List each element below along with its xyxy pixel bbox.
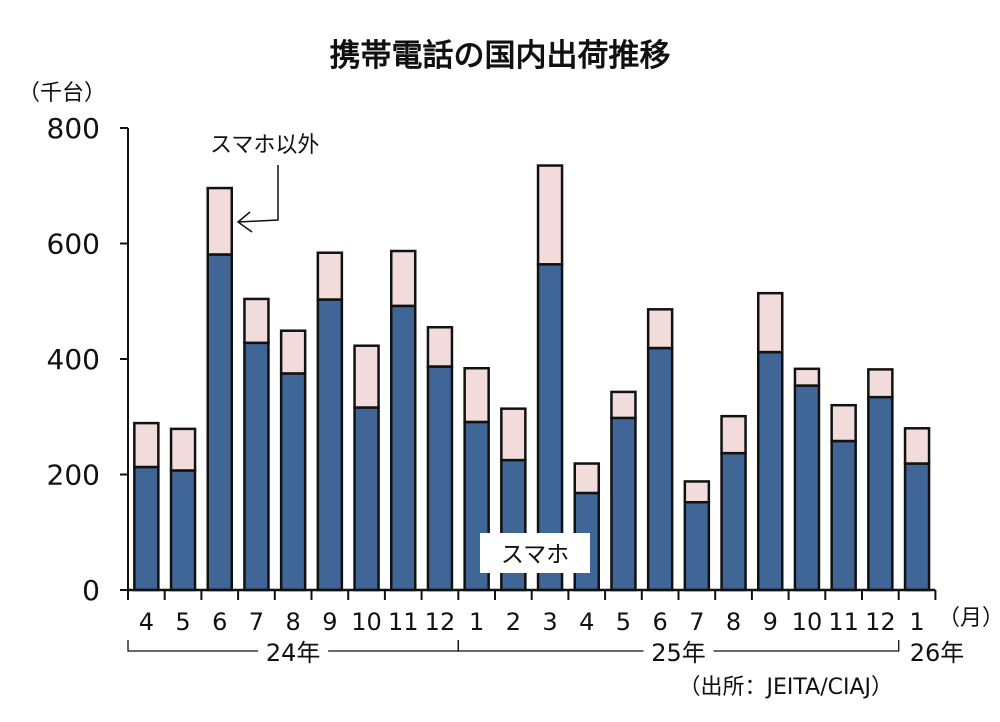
y-tick-label: 400 — [47, 343, 100, 376]
x-tick-label: 7 — [689, 608, 704, 636]
bar-smartphone — [169, 469, 197, 592]
bar-smartphone — [316, 298, 344, 592]
bar-non-smartphone — [133, 421, 160, 469]
bar-non-smartphone — [206, 186, 233, 256]
bar-non-smartphone — [316, 251, 344, 301]
bar-smartphone — [830, 439, 857, 592]
year-label: 26年 — [910, 639, 965, 667]
bar-smartphone — [646, 346, 674, 592]
bar-non-smartphone — [243, 297, 270, 345]
bar-non-smartphone — [683, 480, 711, 504]
x-tick-label: 11 — [828, 608, 859, 636]
bar-non-smartphone — [757, 291, 784, 354]
non-smartphone-label: スマホ以外 — [210, 133, 319, 158]
x-tick-label: 8 — [286, 608, 301, 636]
bar-smartphone — [133, 465, 160, 592]
source-note: （出所：JEITA/CIAJ） — [679, 675, 893, 700]
bar-smartphone — [757, 350, 784, 592]
bar-non-smartphone — [426, 325, 454, 368]
bar-smartphone — [353, 406, 380, 592]
bar-non-smartphone — [793, 367, 821, 387]
x-tick-label: 8 — [726, 608, 741, 636]
non-smartphone-callout: スマホ以外 — [210, 133, 319, 233]
x-tick-label: 5 — [175, 608, 190, 636]
x-tick-label: 12 — [425, 608, 456, 636]
bar-smartphone — [206, 253, 233, 592]
bar-smartphone — [426, 365, 454, 592]
x-tick-label: 10 — [792, 608, 823, 636]
bar-smartphone — [903, 462, 931, 592]
bar-non-smartphone — [720, 414, 747, 455]
y-tick-label: 600 — [47, 228, 100, 261]
x-tick-label: 12 — [865, 608, 896, 636]
bar-non-smartphone — [353, 344, 380, 409]
x-tick-label: 4 — [579, 608, 594, 636]
bar-smartphone — [793, 384, 821, 592]
x-tick-label: 11 — [388, 608, 419, 636]
bar-smartphone — [390, 304, 417, 592]
callout-arrow — [236, 165, 279, 233]
year-label: 25年 — [651, 639, 706, 667]
x-tick-label: 6 — [212, 608, 227, 636]
x-tick-label: 1 — [909, 608, 924, 636]
bar-smartphone — [610, 416, 637, 592]
bar-non-smartphone — [536, 164, 564, 266]
x-tick-label: 4 — [139, 608, 154, 636]
x-tick-label: 1 — [469, 608, 484, 636]
bar-non-smartphone — [830, 403, 857, 443]
chart-title: 携帯電話の国内出荷推移 — [330, 38, 671, 74]
x-axis-unit-label: （月） — [938, 606, 1000, 631]
smartphone-label: スマホ — [501, 542, 569, 568]
bar-non-smartphone — [279, 329, 307, 375]
bar-non-smartphone — [500, 407, 527, 462]
x-tick-label: 2 — [506, 608, 521, 636]
bar-non-smartphone — [169, 427, 197, 472]
x-tick-label: 3 — [542, 608, 557, 636]
bar-non-smartphone — [610, 390, 637, 420]
y-tick-label: 200 — [47, 459, 100, 492]
year-bracket — [457, 640, 900, 652]
x-tick-label: 9 — [322, 608, 337, 636]
bar-smartphone — [683, 500, 711, 592]
y-axis-unit-label: （千台） — [18, 81, 106, 106]
bar-smartphone — [243, 341, 270, 592]
y-tick-label: 800 — [47, 112, 100, 145]
x-tick-label: 7 — [249, 608, 264, 636]
smartphone-legend-box: スマホ — [480, 533, 590, 573]
bar-smartphone — [867, 395, 894, 592]
year-label: 24年 — [266, 639, 321, 667]
y-tick-label: 0 — [82, 574, 100, 607]
bar-non-smartphone — [867, 368, 894, 399]
bar-non-smartphone — [573, 462, 600, 495]
x-tick-label: 5 — [616, 608, 631, 636]
x-tick-label: 6 — [653, 608, 668, 636]
x-tick-label: 9 — [763, 608, 778, 636]
x-tick-label: 10 — [351, 608, 382, 636]
bar-non-smartphone — [646, 308, 674, 350]
bar-smartphone — [279, 372, 307, 592]
bar-non-smartphone — [903, 427, 931, 465]
bar-smartphone — [720, 451, 747, 592]
bar-non-smartphone — [463, 366, 490, 424]
bar-non-smartphone — [390, 249, 417, 308]
